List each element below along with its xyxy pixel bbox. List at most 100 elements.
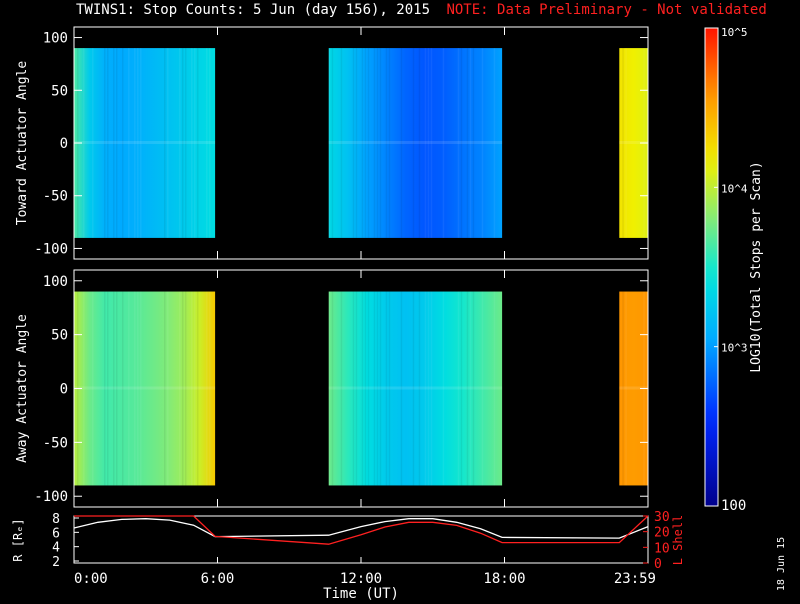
heatmap-stripe	[364, 48, 367, 238]
heatmap-stripe	[179, 48, 181, 238]
heatmap-stripe	[493, 48, 496, 238]
heatmap-stripe	[355, 291, 358, 486]
heatmap-stripe	[457, 48, 460, 238]
heatmap-stripe	[460, 48, 463, 238]
heatmap-stripe	[373, 291, 376, 486]
x-tick-label: 23:59	[614, 571, 656, 587]
heatmap-stripe	[460, 291, 463, 486]
date-stamp: 18 Jun 15	[776, 537, 787, 591]
heatmap-stripe	[466, 291, 469, 486]
heatmap-stripe	[388, 48, 391, 238]
heatmap-stripe	[361, 291, 364, 486]
zero-angle-band	[328, 386, 503, 390]
heatmap-stripe	[430, 291, 433, 486]
heatmap-stripe	[469, 48, 472, 238]
heatmap-stripe	[361, 48, 364, 238]
heatmap-stripe	[113, 48, 115, 238]
heatmap-stripe	[385, 48, 388, 238]
colorbar-tick-label: 100	[721, 498, 746, 514]
heatmap-stripe	[209, 48, 211, 238]
lshell-line	[74, 515, 649, 545]
heatmap-stripe	[424, 291, 427, 486]
left-tick-label: 6	[52, 526, 60, 541]
heatmap-stripe	[469, 291, 472, 486]
y-tick-label-top: 0	[60, 136, 68, 152]
y-tick-label-top: 50	[51, 83, 68, 99]
chart-title: TWINS1: Stop Counts: 5 Jun (day 156), 20…	[76, 2, 431, 18]
x-axis-label: Time (UT)	[323, 586, 399, 600]
radius-line	[73, 518, 649, 539]
heatmap-stripe	[134, 48, 136, 238]
heatmap-block-top-1	[328, 48, 503, 238]
heatmap-stripe	[194, 48, 196, 238]
heatmap-stripe	[104, 291, 106, 486]
heatmap-stripe	[92, 291, 94, 486]
heatmap-stripe	[622, 291, 624, 486]
left-axis-label: R [Rₑ]	[11, 518, 25, 561]
preliminary-note: NOTE: Data Preliminary - Not validated	[446, 2, 767, 18]
left-tick-label: 8	[52, 512, 60, 527]
heatmap-stripe	[116, 291, 118, 486]
right-tick-label: 10	[654, 541, 670, 556]
heatmap-stripe	[481, 291, 484, 486]
heatmap-stripe	[418, 291, 421, 486]
right-tick-label: 20	[654, 526, 670, 541]
heatmap-stripe	[625, 48, 627, 238]
heatmap-stripe	[424, 48, 427, 238]
heatmap-stripe	[427, 48, 430, 238]
heatmap-stripe	[185, 48, 187, 238]
heatmap-stripe	[355, 48, 358, 238]
heatmap-stripe	[191, 48, 193, 238]
heatmap-stripe	[340, 291, 343, 486]
heatmap-stripe	[481, 48, 484, 238]
heatmap-stripe	[388, 291, 391, 486]
heatmap-stripe	[206, 291, 208, 486]
heatmap-stripe	[367, 291, 370, 486]
y-axis-label-top: Toward Actuator Angle	[15, 61, 30, 226]
zero-angle-band	[74, 386, 216, 390]
heatmap-stripe	[197, 291, 199, 486]
x-tick-label: 0:00	[74, 571, 108, 587]
right-tick-label: 30	[654, 510, 670, 525]
heatmap-stripe	[140, 291, 142, 486]
heatmap-stripe	[134, 291, 136, 486]
zero-angle-band	[328, 141, 503, 144]
heatmap-stripe	[328, 48, 331, 238]
heatmap-stripe	[122, 291, 124, 486]
x-tick-label: 18:00	[483, 571, 525, 587]
heatmap-stripe	[340, 48, 343, 238]
y-tick-label-middle: 0	[60, 382, 68, 398]
heatmap-stripe	[197, 48, 199, 238]
heatmap-stripe	[191, 291, 193, 486]
heatmap-stripe	[116, 48, 118, 238]
heatmap-stripe	[412, 291, 415, 486]
y-tick-label-middle: -100	[34, 489, 68, 505]
heatmap-stripe	[331, 291, 334, 486]
heatmap-stripe	[493, 291, 496, 486]
right-tick-label: 0	[654, 557, 662, 572]
heatmap-stripe	[206, 48, 208, 238]
heatmap-stripe	[352, 48, 355, 238]
heatmap-stripe	[442, 48, 445, 238]
heatmap-stripe	[379, 48, 382, 238]
heatmap-stripe	[92, 48, 94, 238]
heatmap-stripe	[185, 291, 187, 486]
heatmap-stripe	[167, 48, 169, 238]
heatmap-stripe	[376, 48, 379, 238]
heatmap-stripe	[427, 291, 430, 486]
panel-frame-bottom	[73, 515, 649, 564]
heatmap-stripe	[472, 291, 475, 486]
colorbar-tick-label: 10^4	[721, 182, 748, 195]
heatmap-stripe	[457, 291, 460, 486]
heatmap-stripe	[209, 291, 211, 486]
heatmap-stripe	[122, 48, 124, 238]
heatmap-stripe	[418, 48, 421, 238]
heatmap-block-middle-0	[74, 291, 216, 486]
y-tick-label-top: -50	[43, 189, 68, 205]
heatmap-stripe	[622, 48, 624, 238]
heatmap-stripe	[376, 291, 379, 486]
heatmap-stripe	[164, 48, 166, 238]
heatmap-stripe	[364, 291, 367, 486]
left-tick-label: 4	[52, 541, 60, 556]
y-axis-label-middle: Away Actuator Angle	[15, 314, 30, 463]
